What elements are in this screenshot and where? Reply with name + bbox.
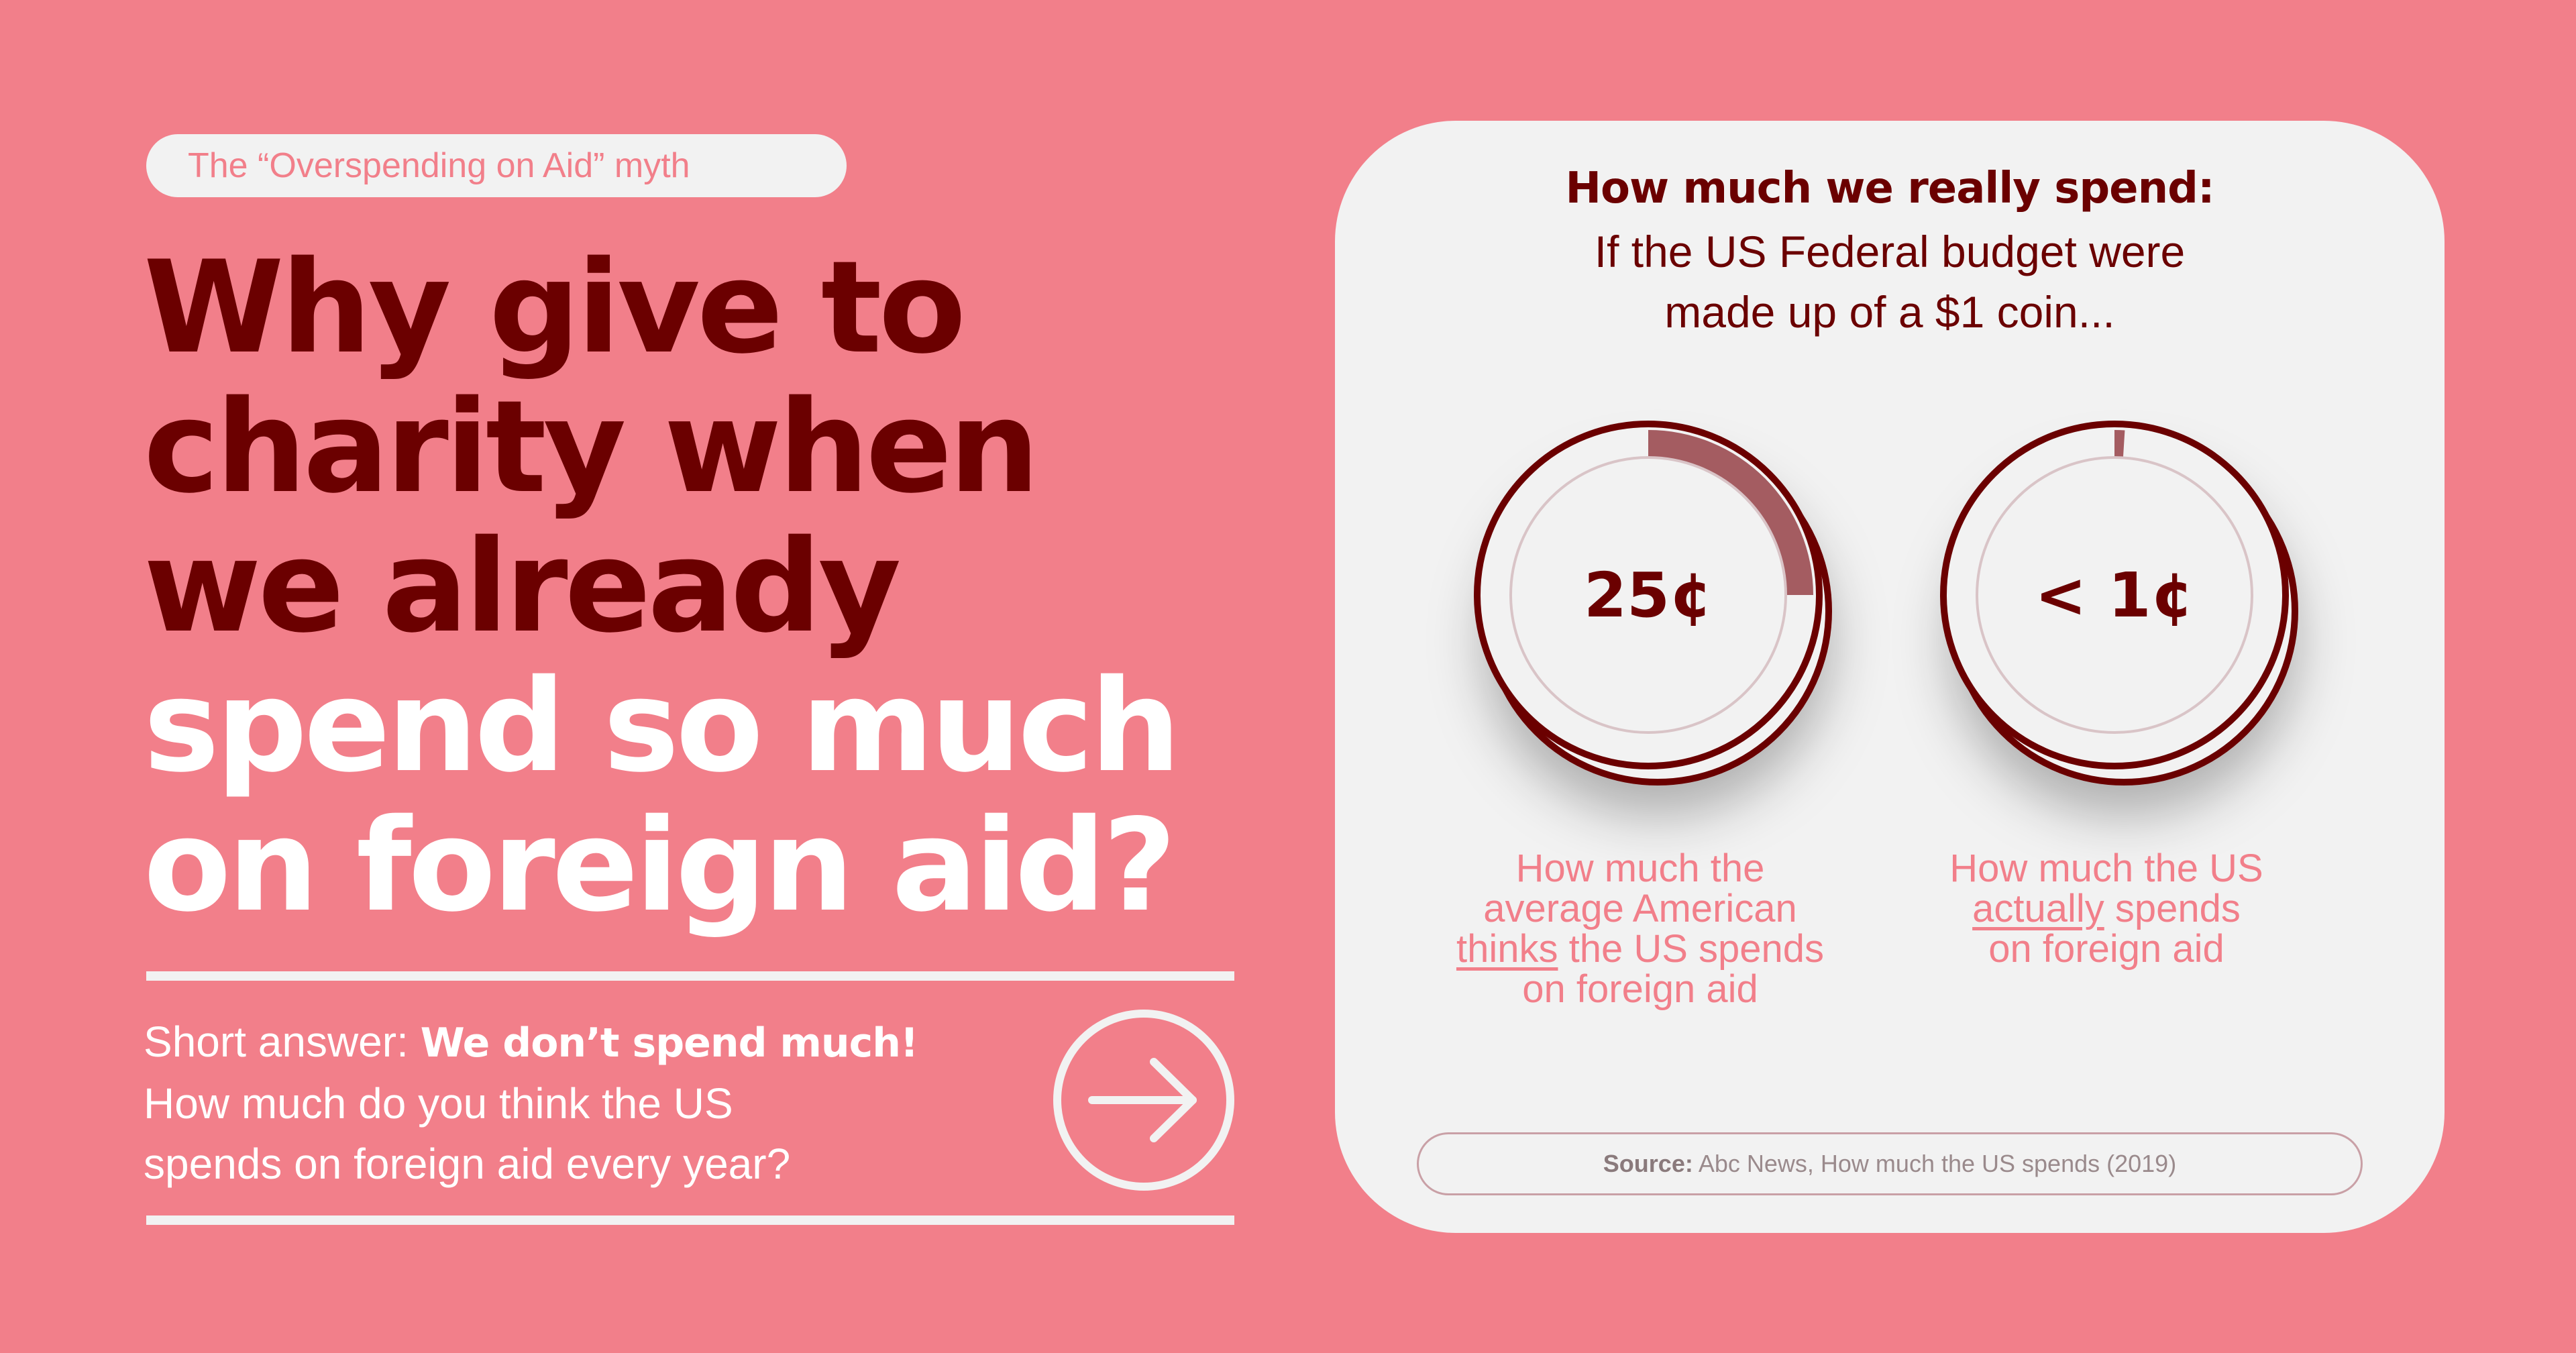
caption-thinks-line-3: thinks the US spends xyxy=(1405,929,1875,969)
top-divider xyxy=(146,971,1234,981)
coin-caption-thinks: How much the average American thinks the… xyxy=(1405,849,1875,1010)
caption-thinks-line-2: average American xyxy=(1483,887,1797,930)
short-answer-line-1: Short answer: We don’t spend much! xyxy=(144,1012,1016,1073)
caption-thinks-line-4: on foreign aid xyxy=(1522,967,1758,1011)
arrow-right-icon xyxy=(1088,1058,1197,1142)
stats-card: How much we really spend: If the US Fede… xyxy=(1335,121,2445,1233)
coin-1: 25¢ xyxy=(1474,421,1832,786)
short-answer-bold: We don’t spend much! xyxy=(420,1020,919,1067)
caption-actually-rest: spends xyxy=(2104,887,2241,930)
short-answer: Short answer: We don’t spend much! How m… xyxy=(144,1012,1016,1194)
headline-line-1: Why give to xyxy=(144,233,966,382)
headline-line-3: we already xyxy=(144,512,902,661)
bottom-divider xyxy=(146,1215,1234,1225)
headline-line-4: spend so much xyxy=(144,652,1181,800)
next-button[interactable] xyxy=(1053,1010,1234,1191)
caption-thinks-rest: the US spends xyxy=(1558,927,1825,971)
headline-line-5: on foreign aid? xyxy=(144,792,1177,940)
card-subtitle: If the US Federal budget were made up of… xyxy=(1335,221,2445,342)
coin-1-value-label: 25¢ xyxy=(1584,559,1713,631)
coin-2: < 1¢ xyxy=(1940,421,2298,786)
caption-actually-underlined: actually xyxy=(1972,887,2104,930)
short-answer-line-3: spends on foreign aid every year? xyxy=(144,1140,791,1188)
short-answer-prefix: Short answer: xyxy=(144,1018,421,1066)
card-subtitle-line-1: If the US Federal budget were xyxy=(1594,227,2186,276)
source-text: Abc News, How much the US spends (2019) xyxy=(1693,1150,2177,1177)
coin-2-value-label: < 1¢ xyxy=(2035,559,2194,631)
headline-line-2: charity when xyxy=(144,373,1040,521)
source-label: Source: xyxy=(1603,1150,1693,1177)
caption-actually-line-2: actually spends xyxy=(1872,889,2341,929)
coin-1-inner-ring xyxy=(1509,456,1787,734)
caption-thinks-underlined: thinks xyxy=(1456,927,1558,971)
caption-thinks-line-1: How much the xyxy=(1515,847,1765,890)
card-title: How much we really spend: xyxy=(1565,164,2214,213)
headline: Why give to charity when we already spen… xyxy=(144,238,1284,936)
source-note: Source: Abc News, How much the US spends… xyxy=(1417,1132,2363,1195)
card-subtitle-line-2: made up of a $1 coin... xyxy=(1664,287,2115,337)
coin-chart: 25¢ < 1¢ xyxy=(1474,421,2298,786)
short-answer-line-2: How much do you think the US xyxy=(144,1079,733,1128)
caption-actually-line-3: on foreign aid xyxy=(1988,927,2224,971)
topic-tag: The “Overspending on Aid” myth xyxy=(146,134,847,197)
caption-actually-line-1: How much the US xyxy=(1949,847,2263,890)
coin-caption-actually: How much the US actually spends on forei… xyxy=(1872,849,2341,969)
coin-2-inner-ring xyxy=(1976,456,2253,734)
